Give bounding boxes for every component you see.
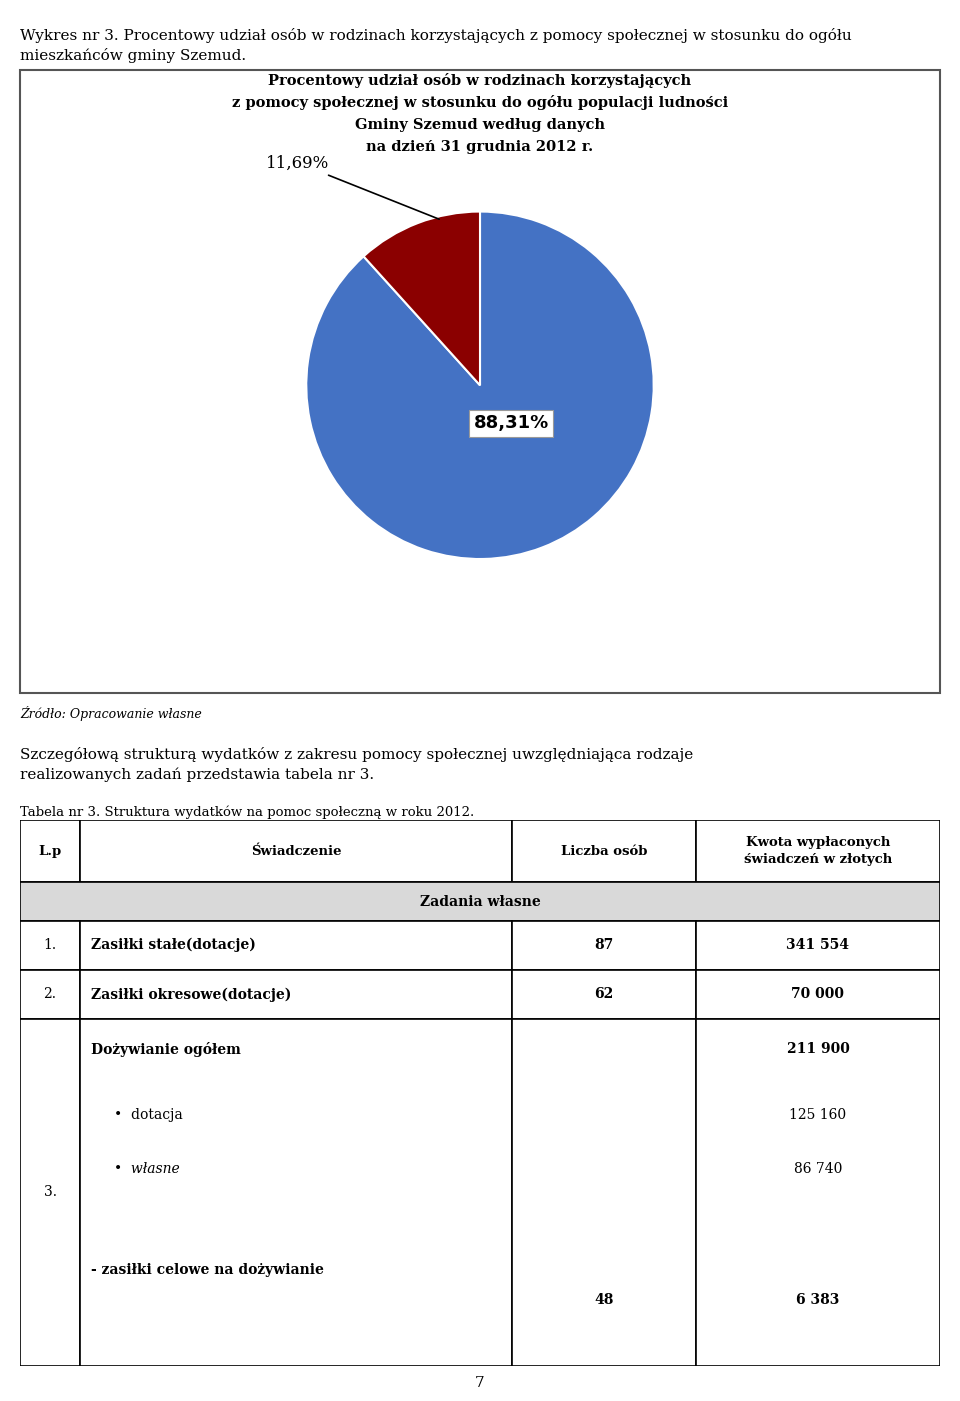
Text: 7: 7 [475, 1376, 485, 1390]
Text: Wykres nr 3. Procentowy udział osób w rodzinach korzystających z pomocy społeczn: Wykres nr 3. Procentowy udział osób w ro… [20, 28, 852, 43]
Text: Procentowy udział osób w rodzinach korzystających: Procentowy udział osób w rodzinach korzy… [269, 73, 691, 88]
Bar [696, 969, 940, 1019]
Text: Dożywianie ogółem: Dożywianie ogółem [91, 1041, 241, 1056]
Text: 125 160: 125 160 [789, 1108, 847, 1122]
Text: Świadczenie: Świadczenie [251, 845, 342, 857]
Text: 70 000: 70 000 [791, 988, 845, 1002]
Bar [513, 820, 696, 883]
Text: 11,69%: 11,69% [266, 154, 439, 219]
Bar [80, 969, 513, 1019]
Text: realizowanych zadań przedstawia tabela nr 3.: realizowanych zadań przedstawia tabela n… [20, 768, 374, 782]
Bar [20, 920, 80, 969]
Text: 87: 87 [594, 939, 613, 953]
Text: 86 740: 86 740 [794, 1163, 842, 1177]
Text: 2.: 2. [43, 988, 57, 1002]
Wedge shape [364, 212, 480, 385]
Bar [20, 883, 940, 920]
Bar [20, 1019, 80, 1366]
Text: Liczba osób: Liczba osób [561, 845, 647, 857]
Wedge shape [306, 212, 654, 559]
Text: Źródło: Opracowanie własne: Źródło: Opracowanie własne [20, 706, 202, 722]
Text: mieszkańców gminy Szemud.: mieszkańców gminy Szemud. [20, 48, 247, 63]
Text: Zasiłki okresowe(dotacje): Zasiłki okresowe(dotacje) [91, 988, 291, 1002]
Text: 6 383: 6 383 [796, 1293, 840, 1307]
Bar [20, 820, 80, 883]
Text: 1.: 1. [43, 939, 57, 953]
Text: L.p: L.p [38, 845, 61, 857]
Text: Gminy Szemud według danych: Gminy Szemud według danych [355, 118, 605, 132]
Text: na dzień 31 grudnia 2012 r.: na dzień 31 grudnia 2012 r. [367, 140, 593, 154]
Text: Zasiłki stałe(dotacje): Zasiłki stałe(dotacje) [91, 939, 256, 953]
Text: 88,31%: 88,31% [473, 415, 549, 433]
Text: Kwota wypłaconych
świadczeń w złotych: Kwota wypłaconych świadczeń w złotych [744, 836, 892, 866]
Text: Tabela nr 3. Struktura wydatków na pomoc społeczną w roku 2012.: Tabela nr 3. Struktura wydatków na pomoc… [20, 806, 474, 820]
Bar [80, 920, 513, 969]
Text: 211 900: 211 900 [786, 1042, 850, 1056]
Bar [20, 969, 80, 1019]
Bar [696, 820, 940, 883]
Bar [80, 1019, 513, 1366]
Bar [513, 969, 696, 1019]
Legend: LICZBA LUDNOŚCI W GMINIE SZEMUD - 15 361, LICZBA OSÓB W RODZINACH, KTÓRE KORZYST: LICZBA LUDNOŚCI W GMINIE SZEMUD - 15 361… [185, 839, 775, 866]
Bar [696, 1019, 940, 1366]
Bar [696, 920, 940, 969]
Bar [513, 920, 696, 969]
Text: - zasiłki celowe na dożywianie: - zasiłki celowe na dożywianie [91, 1264, 324, 1278]
Text: 48: 48 [594, 1293, 613, 1307]
Text: 341 554: 341 554 [786, 939, 850, 953]
Text: 62: 62 [594, 988, 613, 1002]
Text: Szczegółową strukturą wydatków z zakresu pomocy społecznej uwzględniająca rodzaj: Szczegółową strukturą wydatków z zakresu… [20, 747, 693, 762]
Text: z pomocy społecznej w stosunku do ogółu populacji ludności: z pomocy społecznej w stosunku do ogółu … [232, 95, 728, 111]
Bar [513, 1019, 696, 1366]
Bar [80, 820, 513, 883]
Text: Zadania własne: Zadania własne [420, 895, 540, 908]
Text: •  dotacja: • dotacja [114, 1108, 182, 1122]
Text: 3.: 3. [43, 1185, 57, 1199]
Text: •  własne: • własne [114, 1163, 180, 1177]
